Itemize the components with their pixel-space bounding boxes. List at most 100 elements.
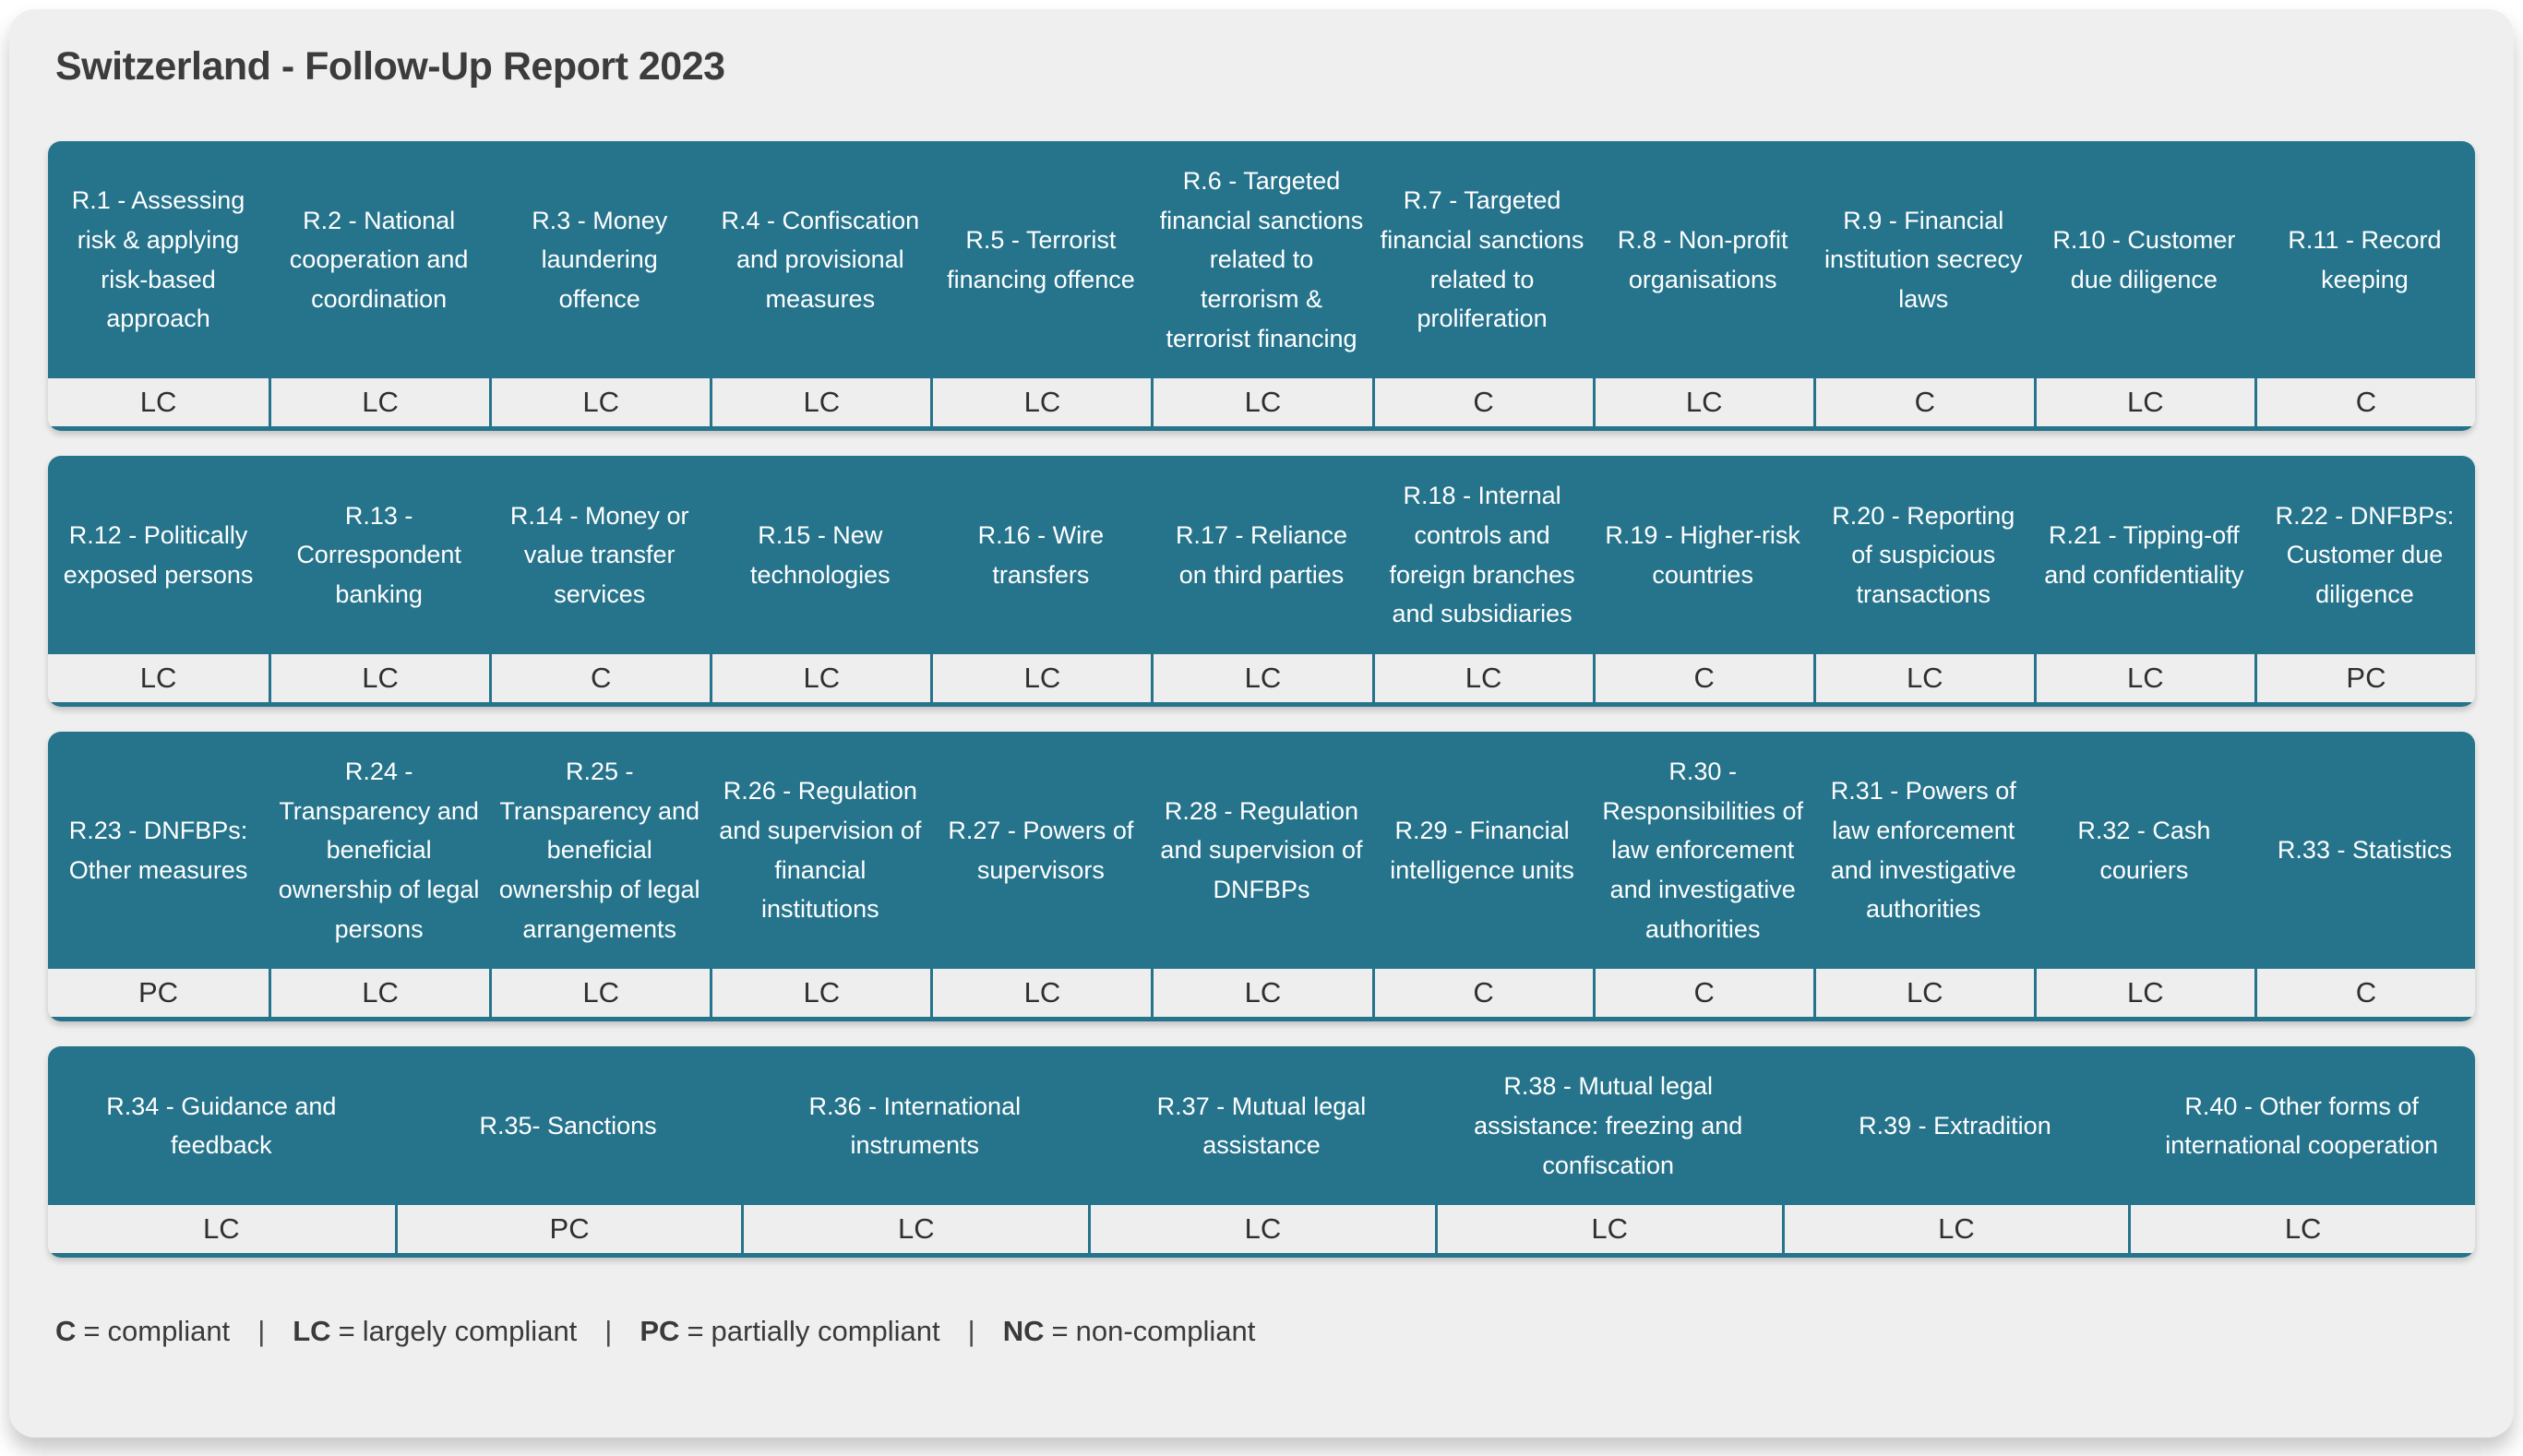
legend-label: largely compliant <box>362 1315 578 1348</box>
legend-abbr: NC <box>1002 1315 1045 1348</box>
recommendations-rating-row: PC LC LC LC LC LC C C LC LC C <box>48 969 2475 1022</box>
rating-cell: C <box>2254 969 2475 1018</box>
ratings-groups-container: R.1 - Assessing risk & applying risk-bas… <box>48 141 2475 1259</box>
recommendation-label: R.23 - DNFBPs: Other measures <box>68 816 248 884</box>
recommendation-label: R.6 - Targeted financial sanctions relat… <box>1159 167 1364 352</box>
rating-cell: C <box>1592 653 1813 702</box>
page-title: Switzerland - Follow-Up Report 2023 <box>55 44 725 89</box>
rating-cell: LC <box>489 969 710 1018</box>
rating-cell: LC <box>1151 653 1371 702</box>
recommendations-header-row: R.23 - DNFBPs: Other measures R.24 - Tran… <box>48 731 2475 970</box>
legend-equals: = <box>1051 1315 1069 1348</box>
recommendation-label: R.16 - Wire transfers <box>977 520 1105 589</box>
rating-cell: C <box>1812 378 2034 427</box>
rating-cell: LC <box>1151 378 1371 427</box>
recommendation-label: R.36 - International instruments <box>808 1092 1022 1160</box>
recommendation-label: R.25 - Transparency and beneficial owner… <box>498 757 700 943</box>
rating-cell: C <box>1371 378 1593 427</box>
rating-cell: LC <box>139 386 177 419</box>
recommendation-label: R.5 - Terrorist financing offence <box>947 225 1135 293</box>
rating-cell: C <box>489 653 710 702</box>
recommendation-label: R.19 - Higher-risk countries <box>1605 520 1800 589</box>
recommendation-label: R.29 - Financial intelligence units <box>1390 816 1574 884</box>
recommendation-label: R.22 - DNFBPs: Customer due diligence <box>2275 501 2455 608</box>
legend-equals: = <box>687 1315 704 1348</box>
legend-equals: = <box>83 1315 101 1348</box>
recommendation-label: R.34 - Guidance and feedback <box>106 1092 337 1160</box>
rating-cell: LC <box>930 378 1151 427</box>
rating-cell: C <box>1592 969 1813 1018</box>
legend-label: partially compliant <box>711 1315 940 1348</box>
recommendation-label: R.27 - Powers of supervisors <box>948 816 1134 884</box>
rating-cell: LC <box>1592 378 1813 427</box>
recommendations-rating-row: LC PC LC LC LC LC LC <box>48 1205 2475 1259</box>
recommendation-label: R.35- Sanctions <box>479 1111 657 1140</box>
recommendation-label: R.11 - Record keeping <box>2288 225 2442 293</box>
rating-cell: LC <box>710 378 930 427</box>
recommendation-label: R.32 - Cash couriers <box>2077 816 2211 884</box>
recommendation-label: R.1 - Assessing risk & applying risk-bas… <box>71 186 245 333</box>
rating-cell: LC <box>2033 969 2254 1018</box>
legend-abbr: LC <box>293 1315 331 1348</box>
rating-cell: LC <box>269 378 489 427</box>
legend-label: compliant <box>107 1315 231 1348</box>
rating-cell: LC <box>139 661 177 694</box>
recommendation-label: R.33 - Statistics <box>2277 836 2452 865</box>
recommendations-header-row: R.1 - Assessing risk & applying risk-bas… <box>48 141 2475 379</box>
recommendation-label: R.10 - Customer due diligence <box>2052 225 2236 293</box>
recommendation-label: R.26 - Regulation and supervision of fin… <box>719 777 922 924</box>
recommendation-label: R.17 - Reliance on third parties <box>1175 520 1348 589</box>
rating-cell: LC <box>930 653 1151 702</box>
recommendation-label: R.31 - Powers of law enforcement and inv… <box>1830 777 2016 924</box>
recommendation-label: R.14 - Money or value transfer services <box>509 501 689 608</box>
legend-separator: | <box>257 1315 266 1348</box>
rating-cell: LC <box>1812 653 2034 702</box>
recommendations-header-row: R.34 - Guidance and feedback R.35- Sancti… <box>48 1046 2475 1206</box>
recommendation-label: R.8 - Non-profit organisations <box>1617 225 1788 293</box>
recommendation-label: R.4 - Confiscation and provisional measu… <box>721 206 920 313</box>
rating-cell: C <box>2254 378 2475 427</box>
recommendation-label: R.37 - Mutual legal assistance <box>1156 1092 1367 1160</box>
legend-label: non-compliant <box>1075 1315 1256 1348</box>
rating-cell: LC <box>710 653 930 702</box>
legend-equals: = <box>338 1315 355 1348</box>
recommendation-label: R.24 - Transparency and beneficial owner… <box>278 757 480 943</box>
rating-cell: PC <box>2254 653 2475 702</box>
rating-cell: PC <box>394 1205 742 1254</box>
rating-cell: LC <box>1781 1205 2129 1254</box>
recommendations-group: R.23 - DNFBPs: Other measures R.24 - Tran… <box>48 731 2475 1022</box>
recommendations-header-row: R.12 - Politically exposed persons R.13 -… <box>48 456 2475 654</box>
recommendation-label: R.9 - Financial institution secrecy laws <box>1823 206 2023 313</box>
legend-separator: | <box>967 1315 975 1348</box>
recommendation-label: R.2 - National cooperation and coordinat… <box>289 206 469 313</box>
rating-cell: LC <box>2033 653 2254 702</box>
recommendation-label: R.38 - Mutual legal assistance: freezing… <box>1474 1072 1743 1179</box>
rating-cell: C <box>1371 969 1593 1018</box>
recommendations-group: R.12 - Politically exposed persons R.13 -… <box>48 456 2475 707</box>
recommendation-label: R.7 - Targeted financial sanctions relat… <box>1380 186 1584 333</box>
recommendation-label: R.40 - Other forms of international coop… <box>2165 1092 2438 1160</box>
recommendation-label: R.28 - Regulation and supervision of DNF… <box>1160 796 1363 903</box>
rating-cell: LC <box>203 1212 240 1246</box>
recommendations-group: R.1 - Assessing risk & applying risk-bas… <box>48 141 2475 432</box>
recommendations-rating-row: LC LC C LC LC LC LC C LC LC PC <box>48 653 2475 707</box>
recommendation-label: R.21 - Tipping-off and confidentiality <box>2044 520 2244 589</box>
recommendation-label: R.39 - Extradition <box>1859 1111 2051 1140</box>
rating-cell: LC <box>489 378 710 427</box>
recommendation-label: R.15 - New technologies <box>750 520 891 589</box>
rating-cell: LC <box>1434 1205 1782 1254</box>
rating-cell: LC <box>930 969 1151 1018</box>
rating-cell: LC <box>1371 653 1593 702</box>
legend-abbr: C <box>55 1315 77 1348</box>
rating-cell: LC <box>741 1205 1088 1254</box>
recommendation-label: R.13 - Correspondent banking <box>296 501 461 608</box>
report-card: Switzerland - Follow-Up Report 2023 R.1 … <box>9 9 2514 1438</box>
legend-separator: | <box>604 1315 613 1348</box>
rating-cell: LC <box>1088 1205 1435 1254</box>
recommendation-label: R.30 - Responsibilities of law enforceme… <box>1602 757 1803 943</box>
legend-abbr: PC <box>640 1315 680 1348</box>
rating-cell: LC <box>710 969 930 1018</box>
recommendation-label: R.20 - Reporting of suspicious transacti… <box>1832 501 2015 608</box>
recommendations-rating-row: LC LC LC LC LC LC C LC C LC C <box>48 378 2475 432</box>
recommendation-label: R.12 - Politically exposed persons <box>63 520 254 589</box>
